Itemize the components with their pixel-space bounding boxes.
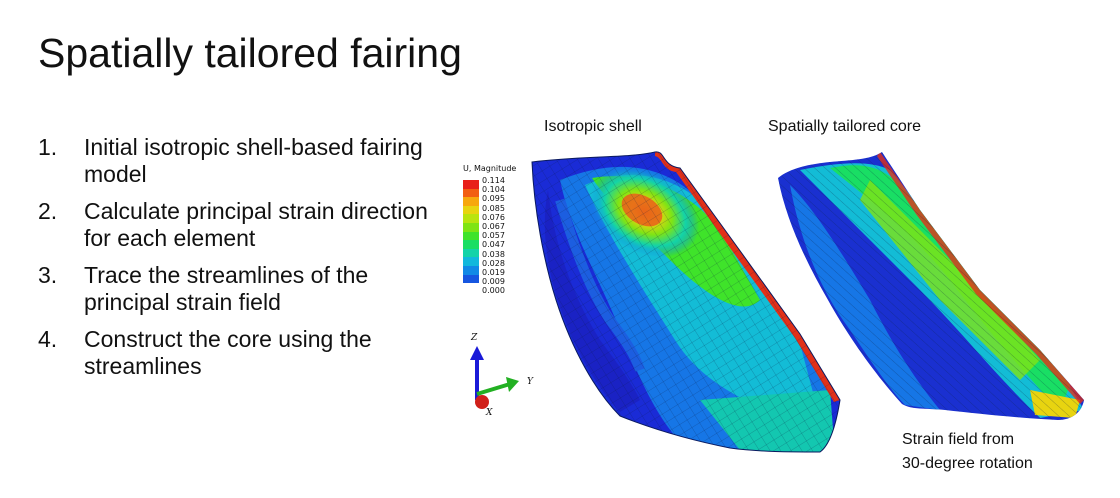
legend-tick-label: 0.067	[482, 221, 505, 231]
legend-swatch	[463, 188, 479, 198]
strain-field-caption: Strain field from 30-degree rotation	[902, 428, 1033, 476]
legend-swatch	[463, 180, 479, 189]
step-item: 3. Trace the streamlines of the principal…	[38, 262, 458, 316]
step-text: Construct the core using the streamlines	[84, 326, 372, 379]
axis-y-label: Y	[527, 377, 533, 387]
tailored-core-label: Spatially tailored core	[768, 118, 921, 135]
step-number: 2.	[38, 198, 58, 224]
step-number: 4.	[38, 326, 58, 352]
legend-tick-label: 0.085	[482, 203, 505, 213]
legend-tick-label: 0.000	[482, 286, 505, 296]
step-item: 2. Calculate principal strain direction f…	[38, 198, 458, 252]
legend-swatch	[463, 205, 479, 215]
legend-swatch	[463, 248, 479, 258]
axis-z-label: Z	[471, 333, 478, 343]
legend-swatch	[463, 222, 479, 232]
step-number: 1.	[38, 134, 58, 160]
legend-swatch	[463, 231, 479, 241]
axis-triad	[470, 346, 519, 409]
legend-tick-label: 0.038	[482, 249, 505, 259]
axis-x-label: X	[486, 408, 493, 418]
legend-swatch	[463, 240, 479, 249]
legend-tick-label: 0.104	[482, 185, 505, 195]
caption-line-1: Strain field from	[902, 431, 1015, 448]
legend-title: U, Magnitude	[463, 164, 517, 173]
step-item: 4. Construct the core using the streamlin…	[38, 326, 458, 380]
slide-title: Spatially tailored fairing	[38, 30, 462, 76]
legend-swatch	[463, 274, 479, 284]
legend-tick-label: 0.057	[482, 231, 505, 241]
step-item: 1. Initial isotropic shell-based fairing …	[38, 134, 458, 188]
legend-tick-label: 0.114	[482, 176, 505, 185]
step-text: Initial isotropic shell-based fairing mo…	[84, 134, 423, 187]
legend-swatch	[463, 197, 479, 206]
isotropic-shell-label: Isotropic shell	[544, 118, 642, 135]
legend-tick-label: 0.028	[482, 258, 505, 268]
legend-swatches	[463, 180, 479, 295]
caption-line-2: 30-degree rotation	[902, 455, 1033, 472]
step-text: Trace the streamlines of the principal s…	[84, 262, 369, 315]
step-text: Calculate principal strain direction for…	[84, 198, 428, 251]
legend-ticks: 0.114 0.104 0.095 0.085 0.076 0.067 0.057 0.047…	[482, 176, 505, 295]
legend-tick-label: 0.019	[482, 267, 505, 277]
step-number: 3.	[38, 262, 58, 288]
legend-swatch	[463, 214, 479, 223]
legend-tick-label: 0.095	[482, 194, 505, 204]
legend-tick-label: 0.076	[482, 212, 505, 222]
legend-tick-label: 0.009	[482, 277, 505, 287]
legend-tick-label: 0.047	[482, 240, 505, 250]
color-legend: U, Magnitude 0.114 0.104 0.095 0.085 0.076 0.…	[463, 164, 516, 295]
legend-swatch	[463, 265, 479, 275]
steps-list: 1. Initial isotropic shell-based fairing …	[38, 134, 458, 390]
legend-swatch	[463, 257, 479, 266]
